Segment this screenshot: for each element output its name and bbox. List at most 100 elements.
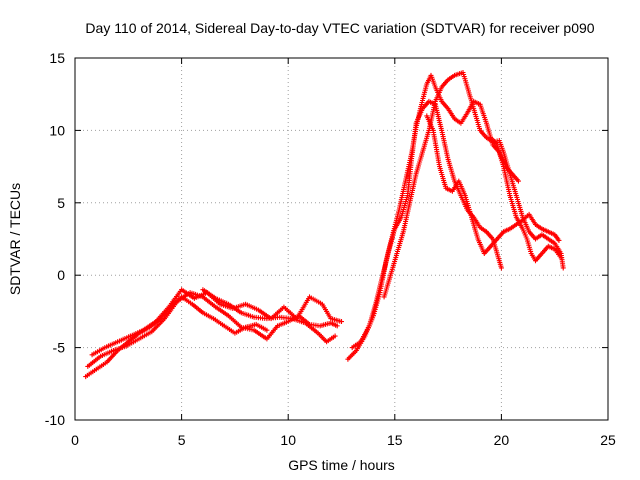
- data-point: [485, 230, 488, 233]
- data-point: [453, 117, 456, 120]
- data-point: [402, 230, 405, 233]
- data-point: [502, 165, 505, 168]
- data-point: [257, 309, 260, 311]
- data-point: [500, 267, 503, 269]
- data-point: [553, 248, 556, 251]
- series-track-6: [349, 98, 504, 351]
- data-point: [472, 107, 475, 110]
- data-point: [485, 122, 488, 125]
- data-point: [515, 194, 518, 197]
- data-point: [368, 324, 371, 327]
- data-point: [398, 209, 400, 211]
- chart-title: Day 110 of 2014, Sidereal Day-to-day VTE…: [85, 20, 594, 36]
- data-point: [479, 226, 481, 229]
- data-point: [163, 317, 166, 320]
- data-point: [193, 297, 196, 300]
- data-point: [351, 346, 354, 349]
- data-point: [462, 71, 464, 74]
- x-tick-label: 0: [71, 432, 79, 448]
- data-point-markers: [85, 290, 340, 369]
- data-point: [459, 194, 462, 197]
- data-point: [496, 143, 499, 146]
- series-track-7: [381, 70, 566, 300]
- data-point: [167, 306, 170, 308]
- data-point: [308, 296, 311, 298]
- data-point: [155, 320, 157, 323]
- data-point: [112, 349, 115, 352]
- data-point: [466, 86, 469, 88]
- data-point: [180, 288, 183, 291]
- data-point: [415, 172, 418, 175]
- data-point: [129, 335, 132, 337]
- data-point: [562, 267, 565, 269]
- data-point: [521, 227, 524, 230]
- data-point: [319, 324, 322, 327]
- data-point: [406, 194, 409, 197]
- data-point: [534, 238, 537, 240]
- plot-frame: [74, 57, 609, 421]
- x-tick-label: 15: [387, 432, 403, 448]
- data-point: [125, 345, 128, 348]
- data-point: [447, 78, 449, 81]
- data-point: [212, 317, 215, 320]
- data-point: [438, 165, 441, 168]
- data-point: [227, 314, 230, 317]
- data-point: [244, 303, 247, 306]
- data-point: [509, 227, 511, 230]
- data-point: [389, 274, 392, 277]
- data-point: [234, 332, 236, 335]
- data-point: [202, 288, 204, 291]
- data-point: [541, 252, 543, 255]
- data-point: [453, 74, 456, 77]
- data-point: [138, 338, 140, 340]
- data-point: [425, 115, 428, 117]
- data-point: [421, 151, 424, 154]
- y-tick-label: -5: [53, 340, 66, 356]
- data-point: [528, 213, 531, 216]
- data-point: [346, 358, 349, 361]
- y-tick-label: -10: [45, 412, 65, 428]
- data-point: [283, 306, 285, 308]
- y-axis-label: SDTVAR / TECUs: [7, 183, 23, 295]
- data-point: [84, 375, 87, 378]
- x-axis-label: GPS time / hours: [288, 457, 395, 473]
- data-point: [547, 230, 550, 233]
- x-tick-label: 5: [178, 432, 186, 448]
- data-point: [491, 238, 494, 240]
- data-point: [485, 136, 488, 139]
- data-point: [521, 219, 524, 222]
- data-point: [116, 340, 119, 343]
- data-point: [265, 338, 268, 340]
- data-point: [526, 238, 528, 240]
- data-point: [91, 353, 93, 356]
- data-point: [428, 129, 430, 132]
- data-point: [470, 216, 473, 219]
- data-point: [453, 180, 456, 182]
- data-point: [253, 316, 255, 319]
- data-point: [502, 151, 505, 154]
- series-track-4: [200, 287, 338, 345]
- data-point: [541, 227, 543, 230]
- data-point: [515, 216, 518, 219]
- data-point: [530, 252, 533, 255]
- data-point: [415, 122, 418, 125]
- data-point: [359, 340, 362, 343]
- y-tick-label: 10: [49, 122, 65, 138]
- data-point: [432, 129, 435, 132]
- data-point: [404, 180, 407, 182]
- data-point: [440, 86, 443, 88]
- data-point: [498, 259, 501, 262]
- data-point: [558, 239, 560, 242]
- series-track-2: [85, 290, 340, 369]
- data-point: [457, 180, 460, 182]
- data-point: [340, 320, 343, 323]
- x-tick-label: 10: [280, 432, 296, 448]
- data-point: [214, 297, 217, 300]
- data-point: [265, 329, 268, 332]
- data-point: [202, 311, 204, 314]
- data-point: [99, 355, 102, 358]
- data-point-markers: [488, 135, 564, 264]
- data-point: [103, 346, 106, 349]
- data-point: [434, 100, 437, 103]
